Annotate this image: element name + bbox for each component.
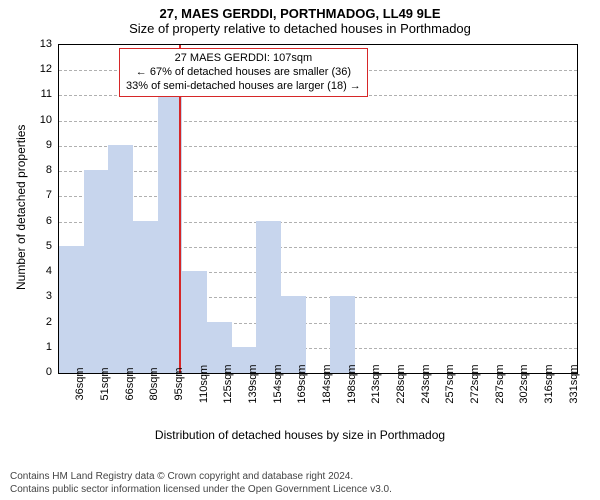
x-tick: 198sqm <box>346 364 358 403</box>
y-tick: 12 <box>40 63 52 75</box>
y-tick: 6 <box>46 215 52 227</box>
x-tick: 110sqm <box>198 365 210 403</box>
x-tick: 184sqm <box>321 364 333 403</box>
x-tick: 257sqm <box>444 364 456 403</box>
footer-attribution: Contains HM Land Registry data © Crown c… <box>10 471 590 496</box>
histogram-bar <box>281 296 306 373</box>
x-tick: 169sqm <box>296 364 308 403</box>
title-line-1: 27, MAES GERDDI, PORTHMADOG, LL49 9LE <box>0 0 600 21</box>
x-tick: 139sqm <box>247 364 259 403</box>
x-axis-label: Distribution of detached houses by size … <box>0 428 600 442</box>
x-tick: 95sqm <box>173 367 185 400</box>
gridline <box>59 196 577 198</box>
x-tick: 302sqm <box>518 364 530 403</box>
footer-line-2: Contains public sector information licen… <box>10 484 590 497</box>
y-tick: 13 <box>40 38 52 50</box>
gridline <box>59 121 577 123</box>
histogram-bar <box>256 221 281 373</box>
y-tick: 9 <box>46 139 52 151</box>
x-tick: 272sqm <box>469 364 481 403</box>
y-tick-labels: 012345678910111213 <box>0 44 56 374</box>
x-tick: 36sqm <box>74 367 86 400</box>
x-tick: 316sqm <box>543 364 555 403</box>
x-tick: 51sqm <box>99 367 111 400</box>
y-tick: 11 <box>41 88 52 100</box>
annotation-line: ← 67% of detached houses are smaller (36… <box>126 66 361 80</box>
gridline <box>59 146 577 148</box>
annotation-line: 33% of semi-detached houses are larger (… <box>126 80 361 94</box>
y-tick: 0 <box>46 366 52 378</box>
y-tick: 1 <box>46 341 52 353</box>
plot-area: 27 MAES GERDDI: 107sqm← 67% of detached … <box>58 44 578 374</box>
gridline <box>59 171 577 173</box>
histogram-bar <box>133 221 158 373</box>
histogram-bar <box>59 246 84 373</box>
x-tick-labels: 36sqm51sqm66sqm80sqm95sqm110sqm125sqm139… <box>58 380 578 430</box>
x-tick: 228sqm <box>395 364 407 403</box>
histogram-bar <box>330 296 355 373</box>
x-tick: 80sqm <box>148 367 160 400</box>
y-tick: 4 <box>46 265 52 277</box>
x-tick: 213sqm <box>370 364 382 403</box>
y-tick: 2 <box>46 316 52 328</box>
x-tick: 243sqm <box>420 364 432 403</box>
histogram-bar <box>84 170 109 373</box>
annotation-line: 27 MAES GERDDI: 107sqm <box>126 52 361 66</box>
histogram-bar <box>108 145 133 373</box>
chart-container: 27, MAES GERDDI, PORTHMADOG, LL49 9LE Si… <box>0 0 600 500</box>
y-tick: 10 <box>40 114 52 126</box>
x-tick: 66sqm <box>124 367 136 400</box>
y-tick: 8 <box>46 164 52 176</box>
x-tick: 125sqm <box>222 364 234 403</box>
annotation-box: 27 MAES GERDDI: 107sqm← 67% of detached … <box>119 48 368 97</box>
footer-line-1: Contains HM Land Registry data © Crown c… <box>10 471 590 484</box>
y-tick: 5 <box>46 240 52 252</box>
x-tick: 287sqm <box>494 364 506 403</box>
title-line-2: Size of property relative to detached ho… <box>0 21 600 38</box>
y-tick: 3 <box>46 290 52 302</box>
y-tick: 7 <box>46 189 52 201</box>
histogram-bar <box>182 271 207 373</box>
x-tick: 331sqm <box>568 364 580 403</box>
x-tick: 154sqm <box>272 364 284 403</box>
